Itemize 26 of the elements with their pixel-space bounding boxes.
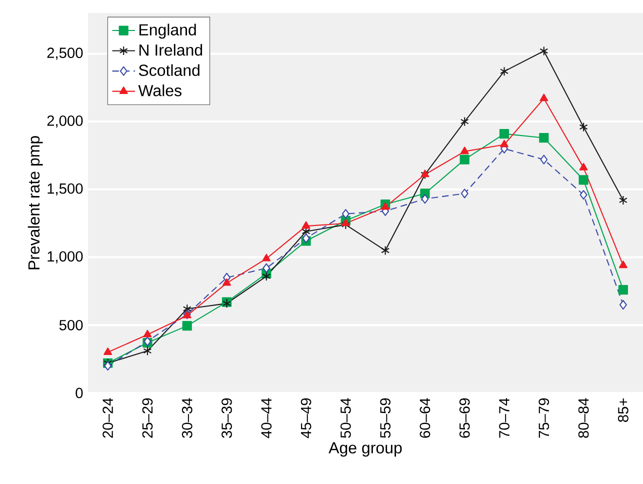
- y-tick-label: 1,000: [48, 251, 83, 264]
- x-tick-label: 85+: [618, 398, 628, 422]
- legend-label: England: [140, 24, 196, 39]
- y-axis-title: Prevalent rate pmp: [28, 136, 43, 270]
- x-tick-label: 20–24: [102, 398, 114, 438]
- x-tick-label: 45–49: [300, 398, 312, 438]
- x-tick-label: 35–39: [222, 398, 232, 438]
- legend-label: N Ireland: [140, 44, 202, 56]
- y-tick-label: 500: [59, 320, 83, 330]
- x-tick-label: 80–84: [578, 398, 589, 438]
- x-tick-label: 30–34: [182, 398, 192, 438]
- x-tick-label: 60–64: [420, 398, 430, 438]
- x-axis-title: Age group: [328, 442, 402, 457]
- y-tick-label: 1,500: [48, 183, 83, 196]
- x-tick-label: 25–29: [142, 398, 153, 438]
- legend-label: Wales: [138, 84, 182, 96]
- x-tick-label: 40–44: [261, 398, 272, 438]
- x-tick-label: 65–69: [459, 398, 470, 438]
- x-tick-label: 55–59: [380, 398, 391, 438]
- x-tick-label: 50–54: [340, 398, 351, 438]
- y-tick-label: 2,000: [47, 116, 83, 128]
- y-tick-label: 0: [76, 388, 83, 398]
- legend-label: Scotland: [138, 64, 200, 76]
- y-tick-label: 2,500: [47, 48, 83, 60]
- x-tick-label: 70–74: [499, 398, 510, 438]
- x-tick-label: 75–79: [538, 398, 550, 438]
